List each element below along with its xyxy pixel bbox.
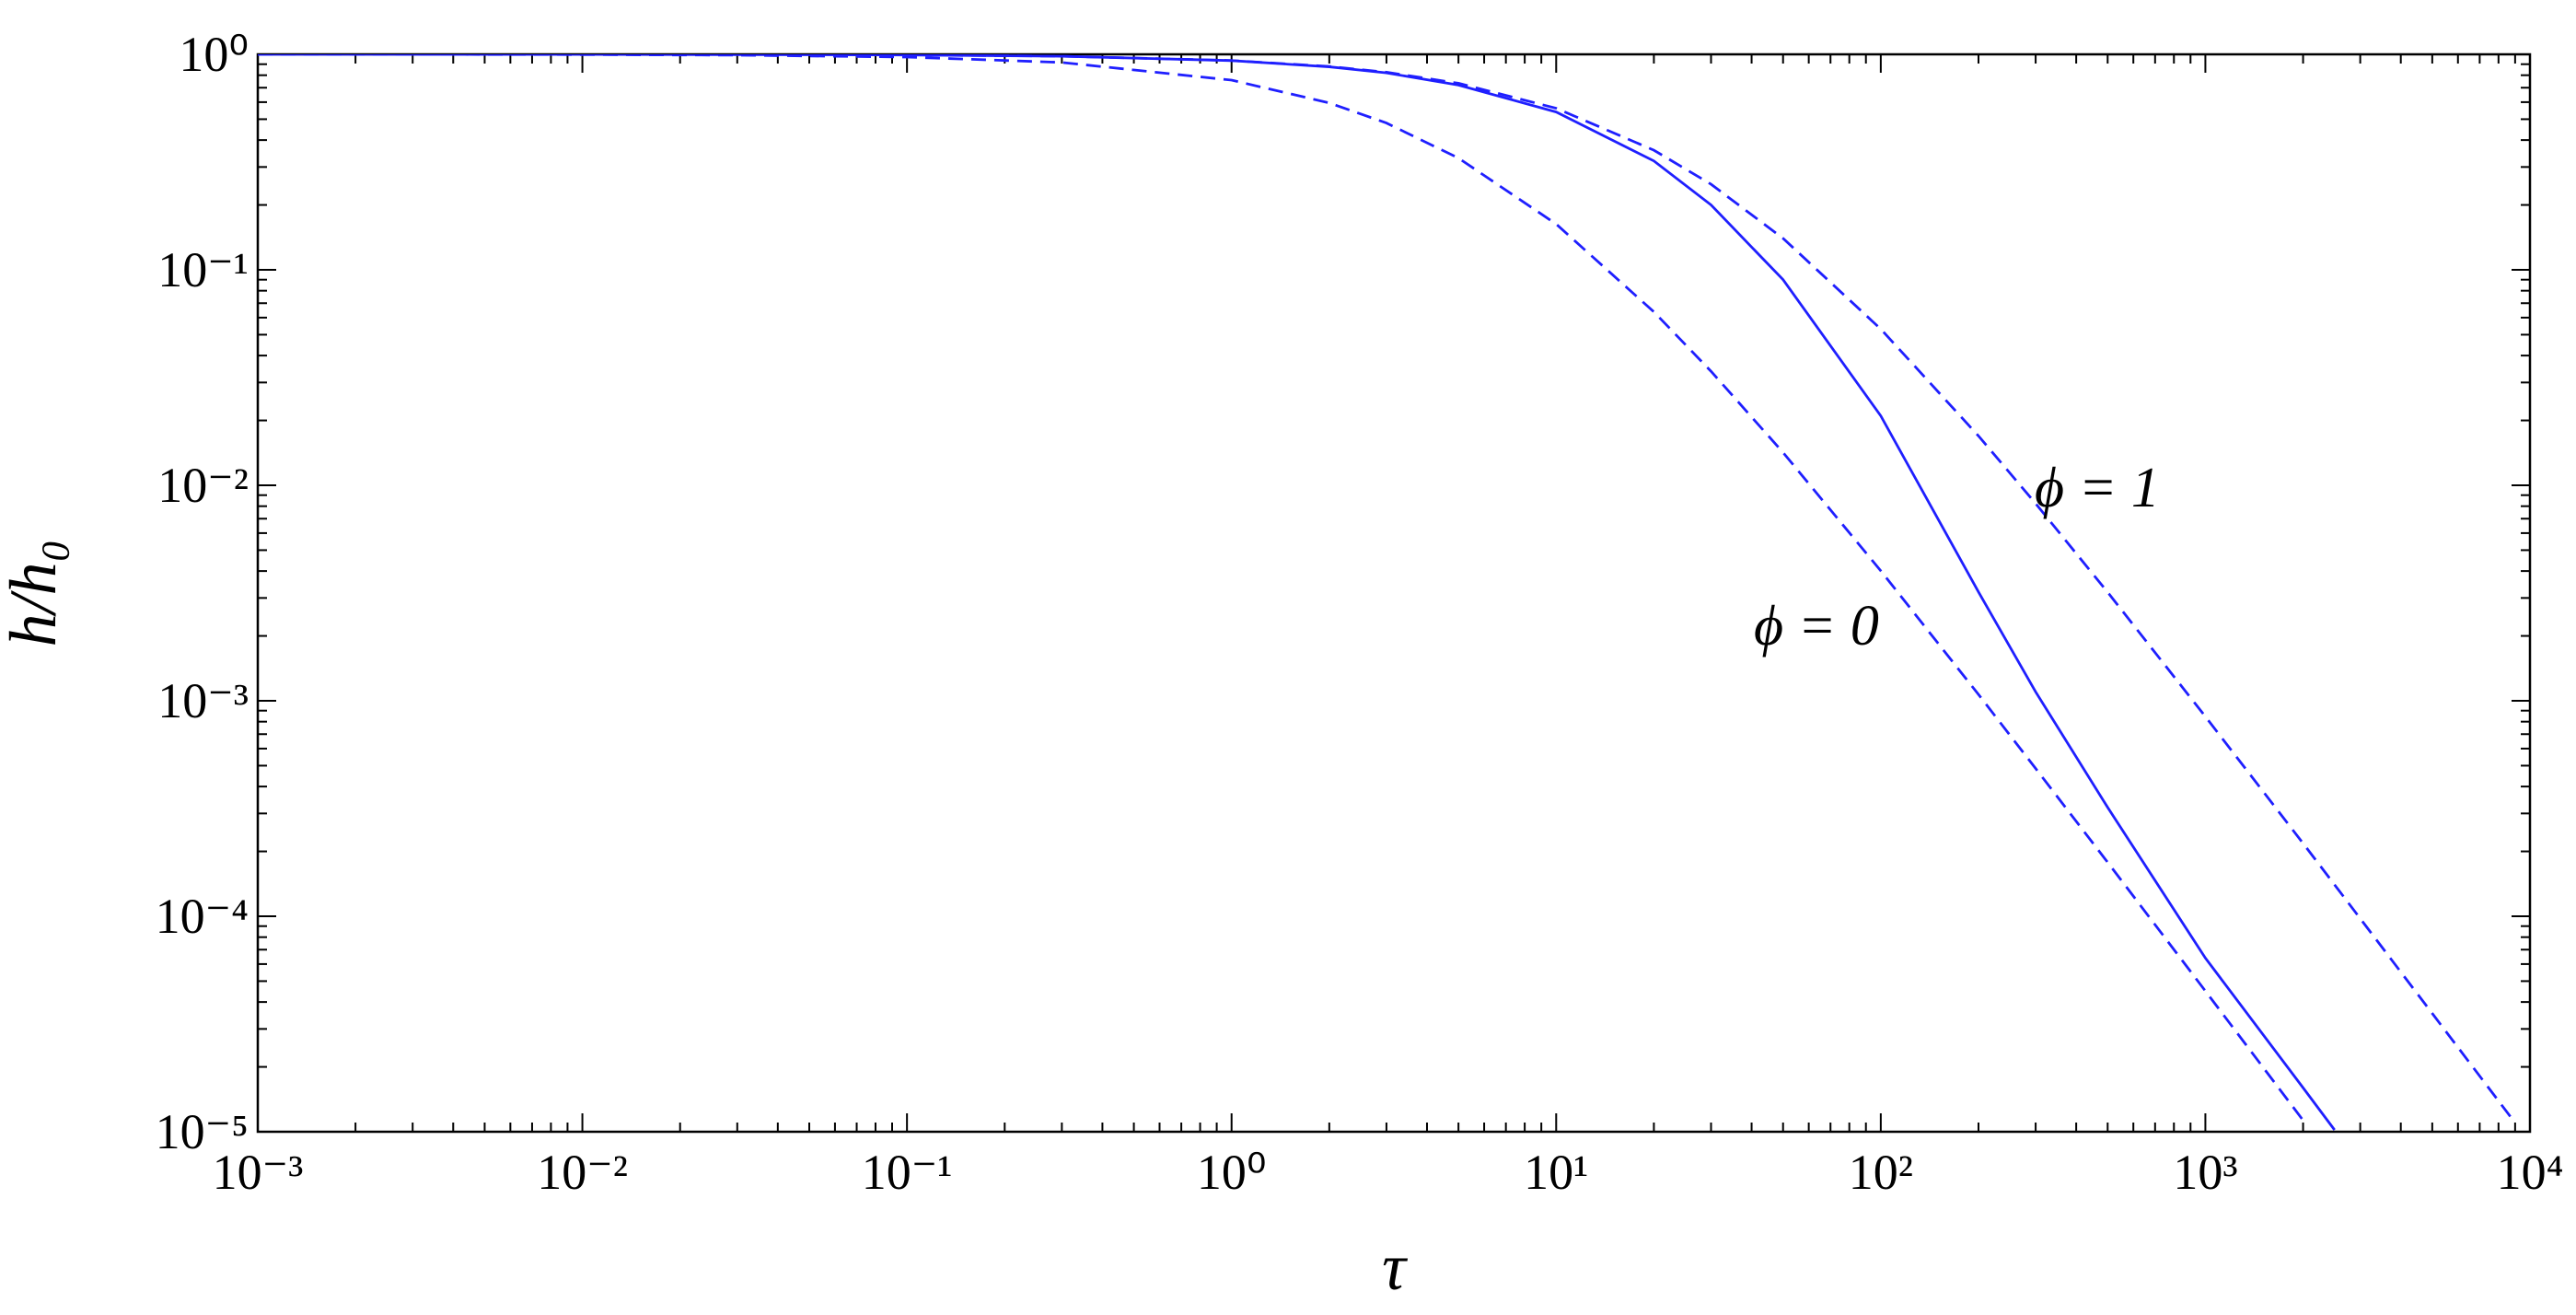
x-tick-label: 10⁴	[2497, 1145, 2564, 1200]
x-tick-label: 10³	[2173, 1145, 2237, 1200]
curve-annotation: ϕ = 0	[1754, 595, 1879, 658]
y-axis-label: h/h₀	[0, 539, 70, 646]
y-tick-label: 10⁻⁴	[156, 889, 249, 944]
x-tick-label: 10⁻²	[537, 1145, 628, 1200]
y-tick-label: 10⁻⁵	[156, 1104, 249, 1159]
y-tick-label: 10⁻¹	[157, 242, 249, 297]
x-tick-label: 10⁻³	[213, 1145, 304, 1200]
x-tick-label: 10⁻¹	[862, 1145, 953, 1200]
x-axis-label: τ	[1382, 1230, 1408, 1304]
y-tick-label: 10⁻³	[157, 673, 249, 728]
plot-frame	[256, 52, 2532, 1134]
plot-area	[258, 54, 2516, 1131]
curve-annotation: ϕ = 1	[2035, 457, 2160, 519]
x-tick-label: 10⁰	[1197, 1145, 1267, 1200]
y-tick-label: 10⁻²	[157, 458, 249, 513]
line-series	[258, 54, 2336, 1131]
line-series	[258, 54, 2516, 1124]
y-tick-label: 10⁰	[179, 27, 249, 82]
x-tick-label: 10²	[1849, 1145, 1913, 1200]
line-series	[258, 54, 2304, 1122]
x-tick-label: 10¹	[1524, 1145, 1588, 1200]
